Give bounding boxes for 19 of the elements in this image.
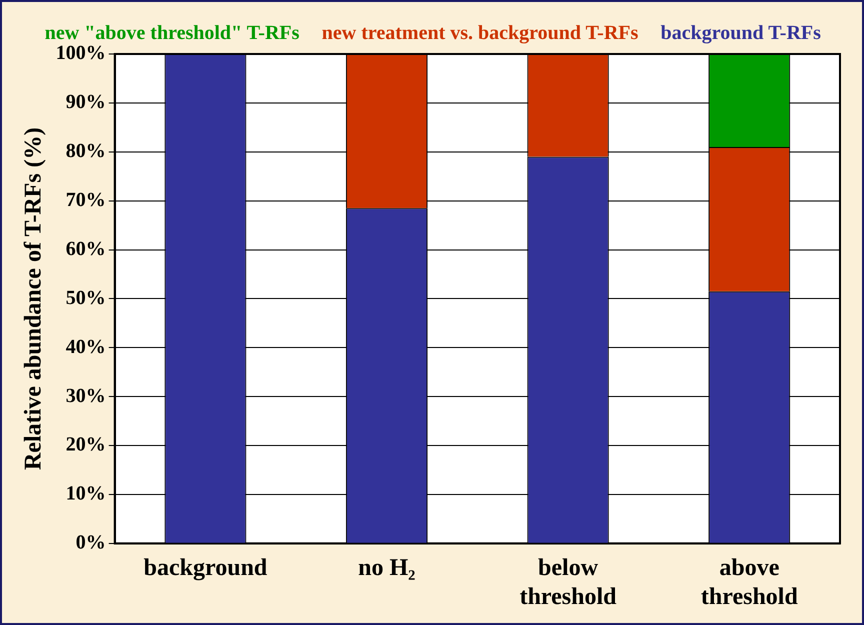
- y-tick-label: 80%: [66, 140, 106, 162]
- y-tick-label: 60%: [66, 238, 106, 260]
- x-tick-label: below threshold: [520, 555, 618, 610]
- y-tick-label: 30%: [66, 384, 106, 407]
- y-tick-label: 90%: [66, 91, 106, 114]
- y-tick-label: 40%: [66, 336, 106, 358]
- x-tick-label: background: [144, 555, 268, 582]
- y-tick-label: 20%: [66, 434, 106, 456]
- text: new "above threshold" T-RFs: [44, 22, 300, 44]
- x-tick-label: no H₂: [358, 555, 416, 582]
- y-tick-label: 50%: [66, 286, 106, 309]
- series-label: new treatment vs. background T-RFs: [322, 22, 638, 44]
- text: background T-RFs: [660, 22, 822, 44]
- y-axis-title: Relative abundance of T-RFs (%): [20, 127, 47, 470]
- y-tick-label: 70%: [66, 188, 106, 211]
- y-tick-label: 10%: [66, 482, 106, 505]
- x-tick-label: above threshold: [700, 555, 798, 610]
- y-tick-label: 0%: [76, 532, 106, 554]
- y-tick-label: 100%: [56, 42, 106, 64]
